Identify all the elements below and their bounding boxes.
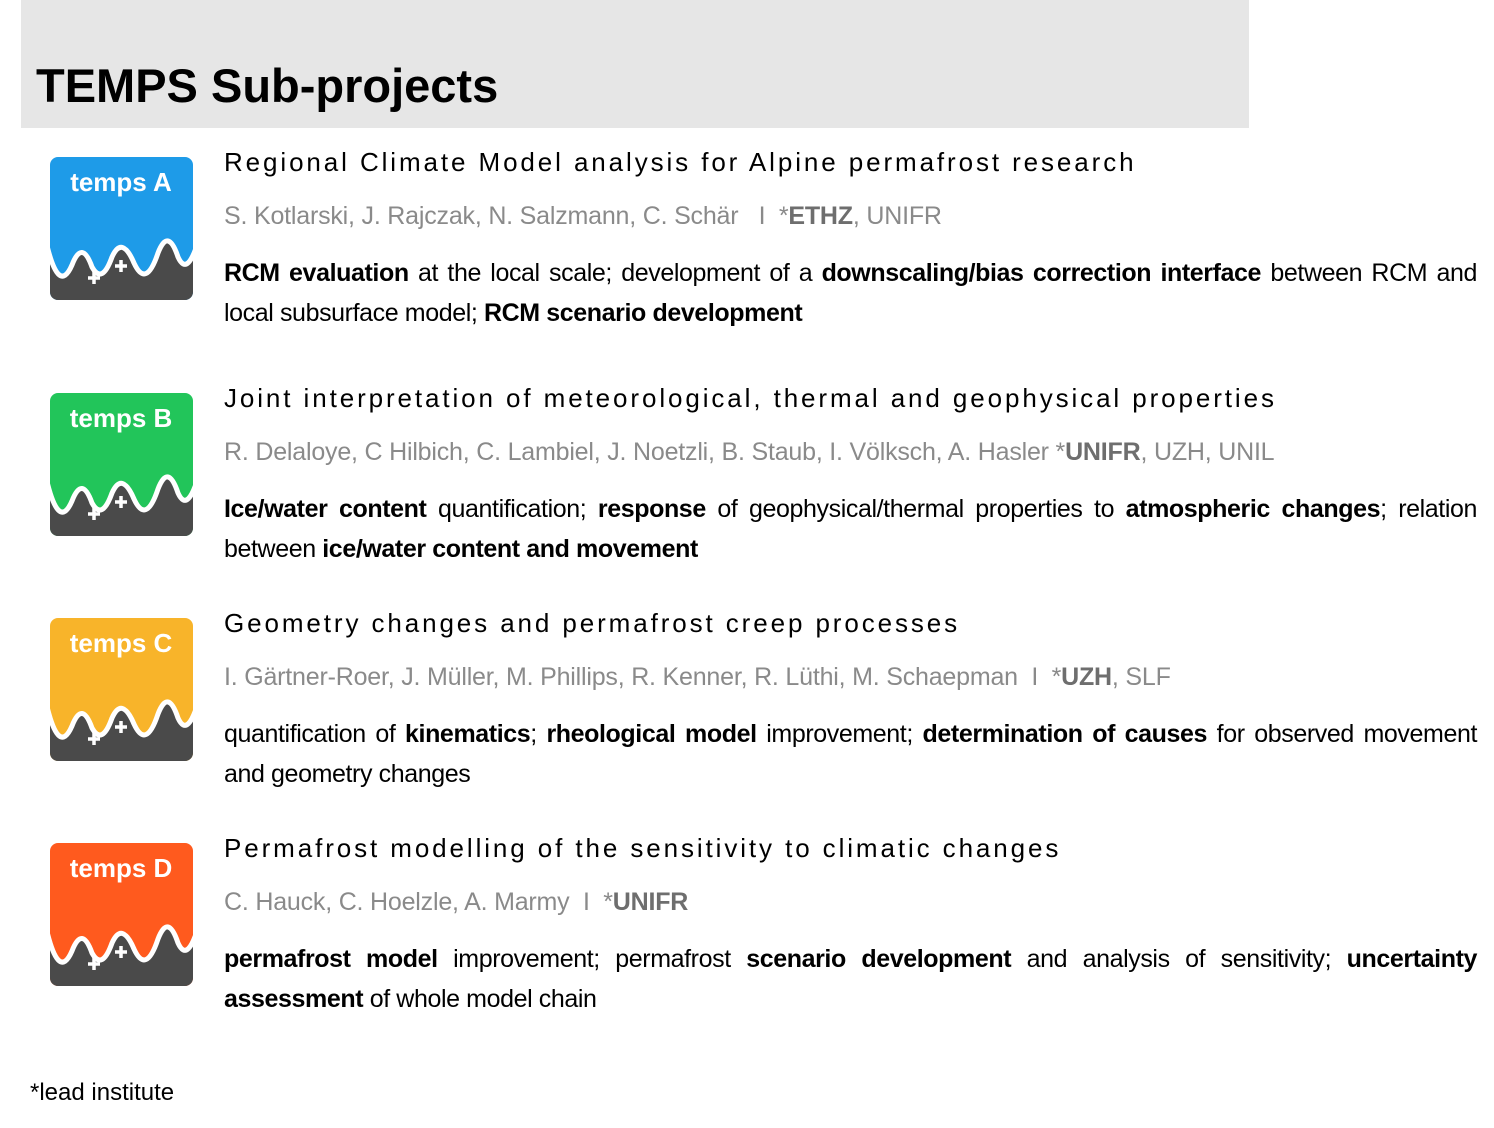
project-title: Permafrost modelling of the sensitivity …	[224, 833, 1062, 863]
description-run: determination of causes	[922, 720, 1208, 748]
author-run: UNIFR	[612, 888, 689, 916]
author-run: I. Gärtner-Roer, J. Müller, M. Phillips,…	[224, 663, 1062, 691]
project: temps C Geometry changes and permafrost c…	[0, 606, 1494, 826]
description-run: response	[597, 495, 706, 523]
description-run: permafrost model	[224, 945, 438, 973]
project-logo: temps A	[50, 157, 193, 300]
author-run: ETHZ	[788, 202, 853, 230]
author-run: , SLF	[1111, 663, 1171, 691]
description-run: ;	[530, 720, 547, 748]
footnote: *lead institute	[30, 1079, 175, 1106]
description-run: improvement; permafrost	[437, 945, 747, 973]
project-logo: temps D	[50, 843, 193, 986]
logo-plus	[115, 260, 127, 272]
logo-label: temps A	[70, 167, 172, 197]
logo-label: temps C	[70, 628, 173, 658]
project: temps B Joint interpretation of meteorolo…	[0, 381, 1494, 601]
author-run: C. Hauck, C. Hoelzle, A. Marmy I *	[224, 888, 613, 916]
project-title: Joint interpretation of meteorological, …	[224, 383, 1277, 413]
description-run: ; relation between	[224, 495, 1484, 563]
logo-plus	[88, 733, 100, 745]
header-bar: TEMPS Sub-projects	[21, 0, 1249, 128]
description-run: rheological model	[546, 720, 757, 748]
project-description: RCM evaluation at the local scale; devel…	[224, 253, 1477, 333]
description-run: improvement;	[756, 720, 923, 748]
description-run: RCM evaluation	[224, 259, 409, 287]
author-run: , UNIFR	[852, 202, 942, 230]
logo-label: temps B	[70, 403, 173, 433]
project-authors: R. Delaloye, C Hilbich, C. Lambiel, J. N…	[224, 438, 1275, 467]
project-description: permafrost model improvement; permafrost…	[224, 939, 1477, 1019]
description-run: atmospheric changes	[1125, 495, 1381, 523]
description-run: uncertainty assessment	[224, 945, 1484, 1013]
author-run: S. Kotlarski, J. Rajczak, N. Salzmann, C…	[224, 202, 789, 230]
description-run: downscaling/bias correction interface	[821, 259, 1262, 287]
project-description: quantification of kinematics; rheologica…	[224, 714, 1477, 794]
logo-body	[50, 618, 193, 761]
logo-plus	[88, 508, 100, 520]
description-run: of whole model chain	[363, 985, 597, 1013]
logo-body	[50, 157, 193, 300]
project-title: Geometry changes and permafrost creep pr…	[224, 608, 961, 638]
description-run: between RCM and local subsurface model;	[224, 259, 1484, 327]
project: temps D Permafrost modelling of the sensi…	[0, 831, 1494, 1051]
logo-plus	[115, 721, 127, 733]
description-run: for observed movement and geometry chang…	[224, 720, 1484, 788]
description-run: scenario development	[746, 945, 1012, 973]
author-run: UZH	[1061, 663, 1112, 691]
description-run: kinematics	[405, 720, 531, 748]
project-authors: I. Gärtner-Roer, J. Müller, M. Phillips,…	[224, 663, 1171, 692]
project-description: Ice/water content quantification; respon…	[224, 489, 1477, 569]
logo-plus	[88, 958, 100, 970]
logo-plus	[115, 496, 127, 508]
project-logo: temps B	[50, 393, 193, 536]
description-run: quantification;	[426, 495, 598, 523]
author-run: UNIFR	[1065, 438, 1141, 466]
project-logo: temps C	[50, 618, 193, 761]
slide-title: TEMPS Sub-projects	[36, 59, 499, 112]
project-authors: C. Hauck, C. Hoelzle, A. Marmy I *UNIFR	[224, 888, 688, 917]
author-run: , UZH, UNIL	[1140, 438, 1275, 466]
description-run: RCM scenario development	[483, 299, 803, 327]
description-run: ice/water content and movement	[322, 535, 698, 563]
description-run: Ice/water content	[224, 495, 427, 523]
logo-label: temps D	[70, 853, 173, 883]
description-run: quantification of	[224, 720, 406, 748]
logo-body	[50, 843, 193, 986]
author-run: R. Delaloye, C Hilbich, C. Lambiel, J. N…	[224, 438, 1066, 466]
logo-plus	[115, 946, 127, 958]
logo-plus	[88, 272, 100, 284]
description-run: of geophysical/thermal properties to	[705, 495, 1126, 523]
project: temps A Regional Climate Model analysis f…	[0, 145, 1494, 365]
description-run: and analysis of sensitivity;	[1011, 945, 1347, 973]
project-authors: S. Kotlarski, J. Rajczak, N. Salzmann, C…	[224, 202, 942, 231]
description-run: at the local scale; development of a	[408, 259, 822, 287]
logo-body	[50, 393, 193, 536]
project-title: Regional Climate Model analysis for Alpi…	[224, 147, 1137, 177]
